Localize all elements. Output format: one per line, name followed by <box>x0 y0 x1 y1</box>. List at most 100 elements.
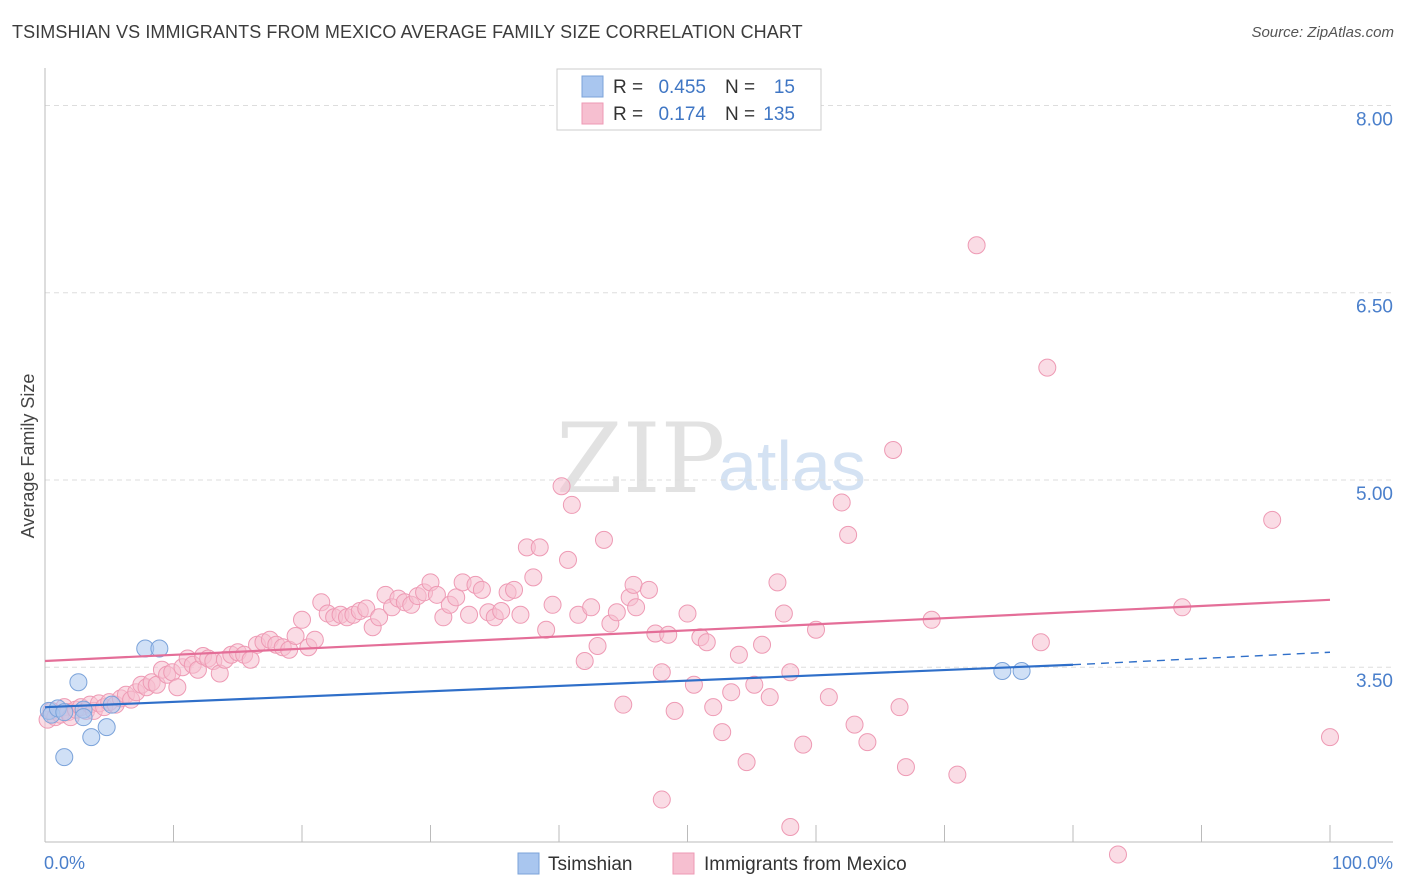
mexico-trend-line <box>44 598 1331 663</box>
mexico-point <box>858 733 877 752</box>
mexico-point <box>614 695 633 714</box>
mexico-point <box>737 753 756 772</box>
mexico-point <box>697 633 716 652</box>
y-tick-label: 5.00 <box>1356 484 1393 505</box>
mexico-point <box>505 580 524 599</box>
mexico-point <box>530 538 549 557</box>
mexico-point <box>241 650 260 669</box>
mexico-point <box>781 663 800 682</box>
mexico-point <box>652 663 671 682</box>
tsimshian-points <box>39 639 1031 767</box>
mexico-point <box>1321 728 1339 747</box>
mexico-point <box>1108 845 1127 864</box>
mexico-point <box>370 608 389 627</box>
mexico-point <box>624 575 643 594</box>
y-tick-labels: 8.00 6.50 5.00 3.50 <box>1356 109 1393 692</box>
tsimshian-point <box>993 661 1012 680</box>
mexico-point <box>1031 633 1050 652</box>
mexico-point <box>594 530 613 549</box>
legend-n-label-1: N = <box>725 77 755 98</box>
tsimshian-trend-extension <box>1072 651 1331 666</box>
mexico-point <box>588 637 607 656</box>
mexico-point <box>890 698 909 717</box>
legend-n-label-2: N = <box>725 104 755 125</box>
source-credit: Source: ZipAtlas.com <box>1251 24 1394 41</box>
mexico-point <box>652 790 671 809</box>
mexico-point <box>845 715 864 734</box>
tsimshian-point <box>74 708 93 727</box>
mexico-point <box>305 630 324 649</box>
mexico-point <box>684 675 703 694</box>
x-ticks <box>44 825 1331 842</box>
mexico-point <box>768 573 787 592</box>
legend-r-label-1: R = <box>613 77 643 98</box>
mexico-point <box>492 602 511 621</box>
mexico-point <box>760 688 779 707</box>
y-axis-label: Average Family Size <box>18 374 38 539</box>
mexico-point <box>582 598 601 617</box>
series-legend: Tsimshian Immigrants from Mexico <box>517 852 907 875</box>
mexico-point <box>665 701 684 720</box>
mexico-point <box>627 598 646 617</box>
mexico-point <box>839 525 858 544</box>
mexico-point <box>722 683 741 702</box>
legend-n-value-2: 135 <box>763 104 795 125</box>
mexico-point <box>460 605 479 624</box>
mexico-point <box>575 651 594 670</box>
legend-r-label-2: R = <box>613 104 643 125</box>
mexico-point <box>524 568 543 587</box>
y-tick-label: 3.50 <box>1356 671 1393 692</box>
mexico-point <box>819 688 838 707</box>
gridlines <box>45 104 1393 668</box>
bottom-legend-swatch-mexico <box>672 852 695 875</box>
tsimshian-point <box>1012 661 1031 680</box>
mexico-point <box>447 588 466 607</box>
tsimshian-point <box>150 639 169 658</box>
mexico-point <box>745 675 764 694</box>
bottom-legend-swatch-tsimshian <box>517 852 540 875</box>
mexico-point <box>659 625 678 644</box>
x-tick-label-min: 0.0% <box>44 853 85 873</box>
mexico-point <box>753 635 772 654</box>
tsimshian-point <box>69 673 88 692</box>
mexico-point <box>427 585 446 604</box>
legend-swatch-mexico <box>581 102 604 125</box>
mexico-point <box>774 604 793 623</box>
mexico-point <box>558 550 577 569</box>
mexico-point <box>713 723 732 742</box>
mexico-point <box>948 765 967 784</box>
mexico-point <box>543 595 562 614</box>
mexico-point <box>357 599 376 618</box>
mexico-point <box>607 603 626 622</box>
mexico-point <box>286 627 305 646</box>
mexico-point <box>639 580 658 599</box>
mexico-point <box>884 441 903 460</box>
mexico-point <box>168 678 187 697</box>
correlation-legend: R = 0.455 N = 15 R = 0.174 N = 135 <box>556 68 822 131</box>
mexico-point <box>537 620 556 639</box>
mexico-point <box>552 477 571 496</box>
mexico-point <box>896 758 915 777</box>
mexico-point <box>832 493 851 512</box>
tsimshian-point <box>97 718 116 737</box>
immigrants-from-mexico-points <box>38 236 1339 864</box>
bottom-legend-tsimshian: Tsimshian <box>548 854 632 875</box>
mexico-point <box>781 818 800 837</box>
y-tick-label: 6.50 <box>1356 297 1393 318</box>
mexico-point <box>293 610 311 629</box>
mexico-point <box>562 495 581 514</box>
bottom-legend-mexico: Immigrants from Mexico <box>704 854 907 875</box>
tsimshian-point <box>55 703 74 722</box>
tsimshian-point <box>82 728 101 747</box>
trend-lines <box>44 598 1331 709</box>
mexico-point <box>729 645 748 664</box>
y-tick-label: 8.00 <box>1356 109 1393 130</box>
mexico-point <box>1263 510 1282 529</box>
legend-n-value-1: 15 <box>774 77 795 98</box>
mexico-point <box>794 735 813 754</box>
watermark-zip: ZIP <box>556 403 725 515</box>
mexico-point <box>511 605 530 624</box>
chart-title: TSIMSHIAN VS IMMIGRANTS FROM MEXICO AVER… <box>12 22 803 42</box>
legend-r-value-2: 0.174 <box>658 104 706 125</box>
